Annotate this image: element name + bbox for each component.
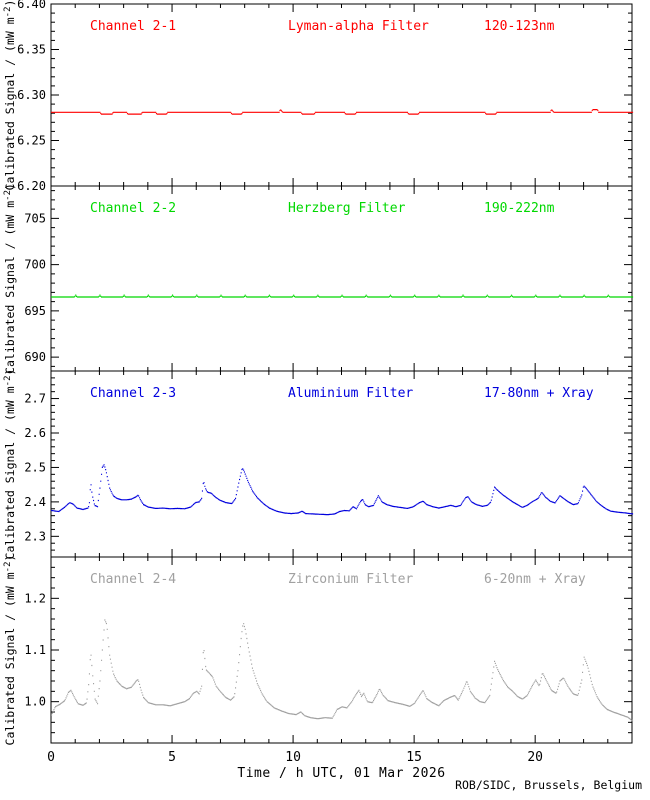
channel-label: Channel 2-4 [90, 572, 176, 587]
y-tick-label: 6.30 [17, 88, 46, 102]
channel-label: Channel 2-3 [90, 386, 176, 401]
credit-text: ROB/SIDC, Brussels, Belgium [455, 778, 642, 792]
x-tick-label: 0 [47, 750, 55, 765]
wavelength-range-label: 6-20nm + Xray [484, 572, 586, 587]
panel-channel-2-3: 2.3 2.4 2.5 2.6 2.7 Channel 2-3 Aluminium Filt… [3, 369, 634, 560]
y-tick-label: 2.3 [24, 529, 46, 543]
panel-channel-2-2: 690 695 700 705 Channel 2-2 Herzberg Filter 19… [3, 183, 634, 374]
y-axis-title: Calibrated Signal / (mW m-2) [3, 0, 17, 190]
y-axis-title: Calibrated Signal / (mW m-2) [3, 555, 17, 746]
series-channel-2-4 [51, 619, 634, 722]
y-tick-label: 700 [24, 258, 46, 272]
y-tick-label: 695 [24, 304, 46, 318]
wavelength-range-label: 190-222nm [484, 201, 555, 216]
y-tick-label: 1.1 [24, 643, 46, 657]
y-tick-label: 6.35 [17, 43, 46, 57]
x-tick-label: 10 [285, 750, 301, 765]
channel-label: Channel 2-1 [90, 19, 176, 34]
filter-label: Lyman-alpha Filter [288, 19, 429, 34]
y-tick-label: 6.20 [17, 179, 46, 193]
y-tick-label: 690 [24, 350, 46, 364]
y-tick-label: 1.2 [24, 591, 46, 605]
y-tick-label: 2.4 [24, 495, 46, 509]
wavelength-range-label: 17-80nm + Xray [484, 386, 594, 401]
series-channel-2-2 [51, 294, 634, 298]
x-tick-label: 20 [527, 750, 543, 765]
filter-label: Zirconium Filter [288, 572, 413, 587]
y-tick-label: 6.40 [17, 0, 46, 11]
x-axis-title: Time / h UTC, 01 Mar 2026 [237, 766, 446, 781]
filter-label: Herzberg Filter [288, 201, 406, 216]
x-tick-label: 15 [406, 750, 422, 765]
y-tick-label: 1.0 [24, 695, 46, 709]
y-axis-title: Calibrated Signal / (mW m-2) [3, 183, 17, 374]
series-channel-2-3 [51, 464, 634, 516]
series-channel-2-1 [51, 109, 634, 115]
y-axis-title: Calibrated Signal / (mW m-2) [3, 369, 17, 560]
panel-channel-2-4: 0 5 10 15 20 1.0 1.1 1.2 Channel 2-4 Zirconium Fi… [3, 555, 634, 765]
y-tick-label: 6.25 [17, 134, 46, 148]
channel-label: Channel 2-2 [90, 201, 176, 216]
filter-label: Aluminium Filter [288, 386, 413, 401]
y-tick-label: 2.7 [24, 392, 46, 406]
y-tick-label: 705 [24, 211, 46, 225]
y-tick-label: 2.6 [24, 426, 46, 440]
wavelength-range-label: 120-123nm [484, 19, 555, 34]
panel-channel-2-1: 6.20 6.25 6.30 6.35 6.40 Channel 2-1 Lyman-alp… [3, 0, 634, 193]
x-tick-label: 5 [168, 750, 176, 765]
y-tick-label: 2.5 [24, 460, 46, 474]
